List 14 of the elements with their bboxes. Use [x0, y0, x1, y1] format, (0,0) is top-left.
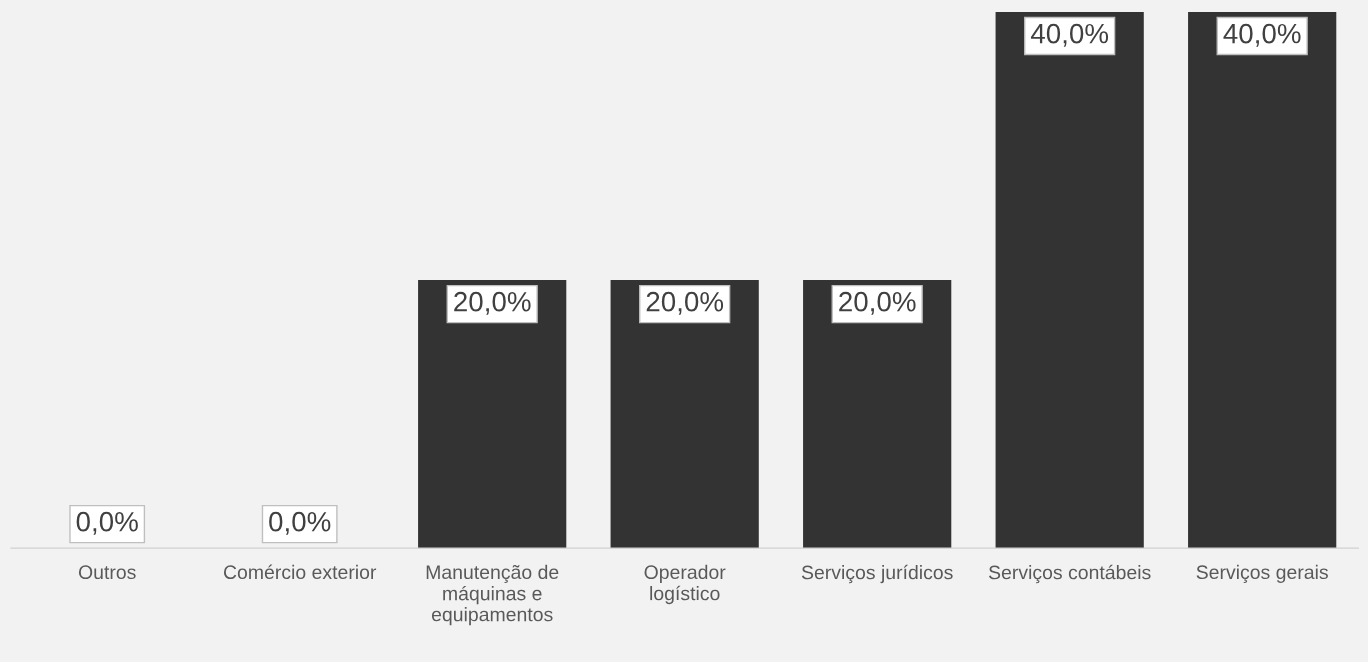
- x-tick-label: Outros: [78, 565, 136, 580]
- data-label: 40,0%: [1030, 23, 1109, 47]
- x-tick-label: Serviços jurídicos: [801, 564, 953, 584]
- x-tick-label: Serviços contábeis: [988, 564, 1151, 584]
- x-tick-label: Comércio exterior: [223, 564, 377, 580]
- x-tick-label: Manutenção de máquinas e equipamentos: [426, 564, 559, 626]
- data-label: 0,0%: [76, 511, 138, 535]
- data-label: 40,0%: [1223, 23, 1301, 47]
- data-label: 0,0%: [269, 511, 331, 535]
- x-tick-label: Operador logístico: [644, 564, 726, 605]
- data-label: 20,0%: [646, 291, 724, 315]
- x-tick-label: Serviços gerais: [1196, 564, 1328, 584]
- data-label: 20,0%: [839, 291, 916, 315]
- data-label: 20,0%: [454, 291, 531, 315]
